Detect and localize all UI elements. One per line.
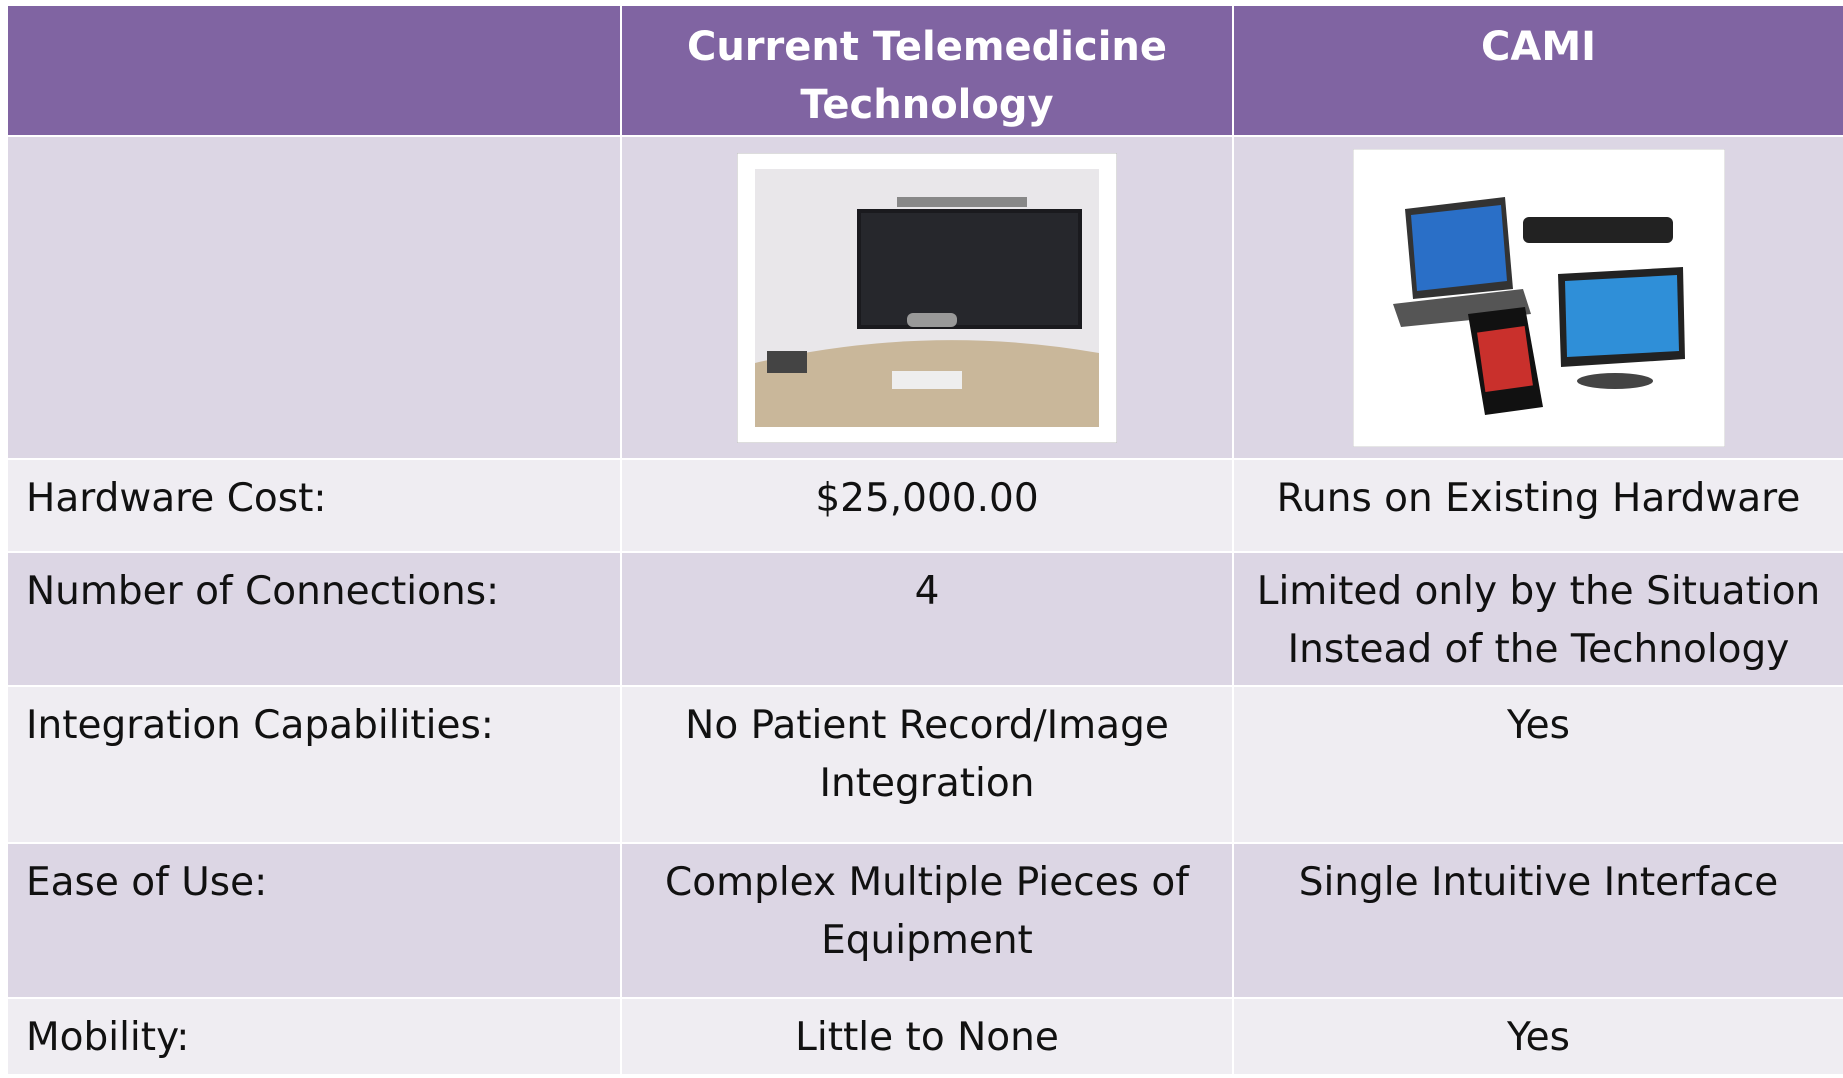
comparison-table: Current Telemedicine Technology CAMI Hard… [8, 6, 1843, 1074]
table-cell: CAMI [1234, 6, 1843, 135]
table-cell: Runs on Existing Hardware [1234, 460, 1843, 551]
table-cell: Yes [1234, 687, 1843, 842]
table-cell: 4 [622, 553, 1232, 685]
table-cell [622, 137, 1232, 458]
table-cell: Complex Multiple Pieces of Equipment [622, 844, 1232, 997]
table-cell: Ease of Use: [8, 844, 620, 997]
table-cell: Mobility: [8, 999, 620, 1074]
telemedicine-photo [737, 152, 1117, 443]
table-cell: Current Telemedicine Technology [622, 6, 1232, 135]
table-cell: Yes [1234, 999, 1843, 1074]
table-cell [8, 6, 620, 135]
table-cell: Little to None [622, 999, 1232, 1074]
table-cell: Hardware Cost: [8, 460, 620, 551]
table-cell: Integration Capabilities: [8, 687, 620, 842]
table-cell [1234, 137, 1843, 458]
table-cell: $25,000.00 [622, 460, 1232, 551]
table-cell [8, 137, 620, 458]
table-cell: Limited only by the Situation Instead of… [1234, 553, 1843, 685]
cami-devices-photo [1352, 148, 1725, 447]
table-cell: No Patient Record/Image Integration [622, 687, 1232, 842]
table-cell: Single Intuitive Interface [1234, 844, 1843, 997]
table-cell: Number of Connections: [8, 553, 620, 685]
